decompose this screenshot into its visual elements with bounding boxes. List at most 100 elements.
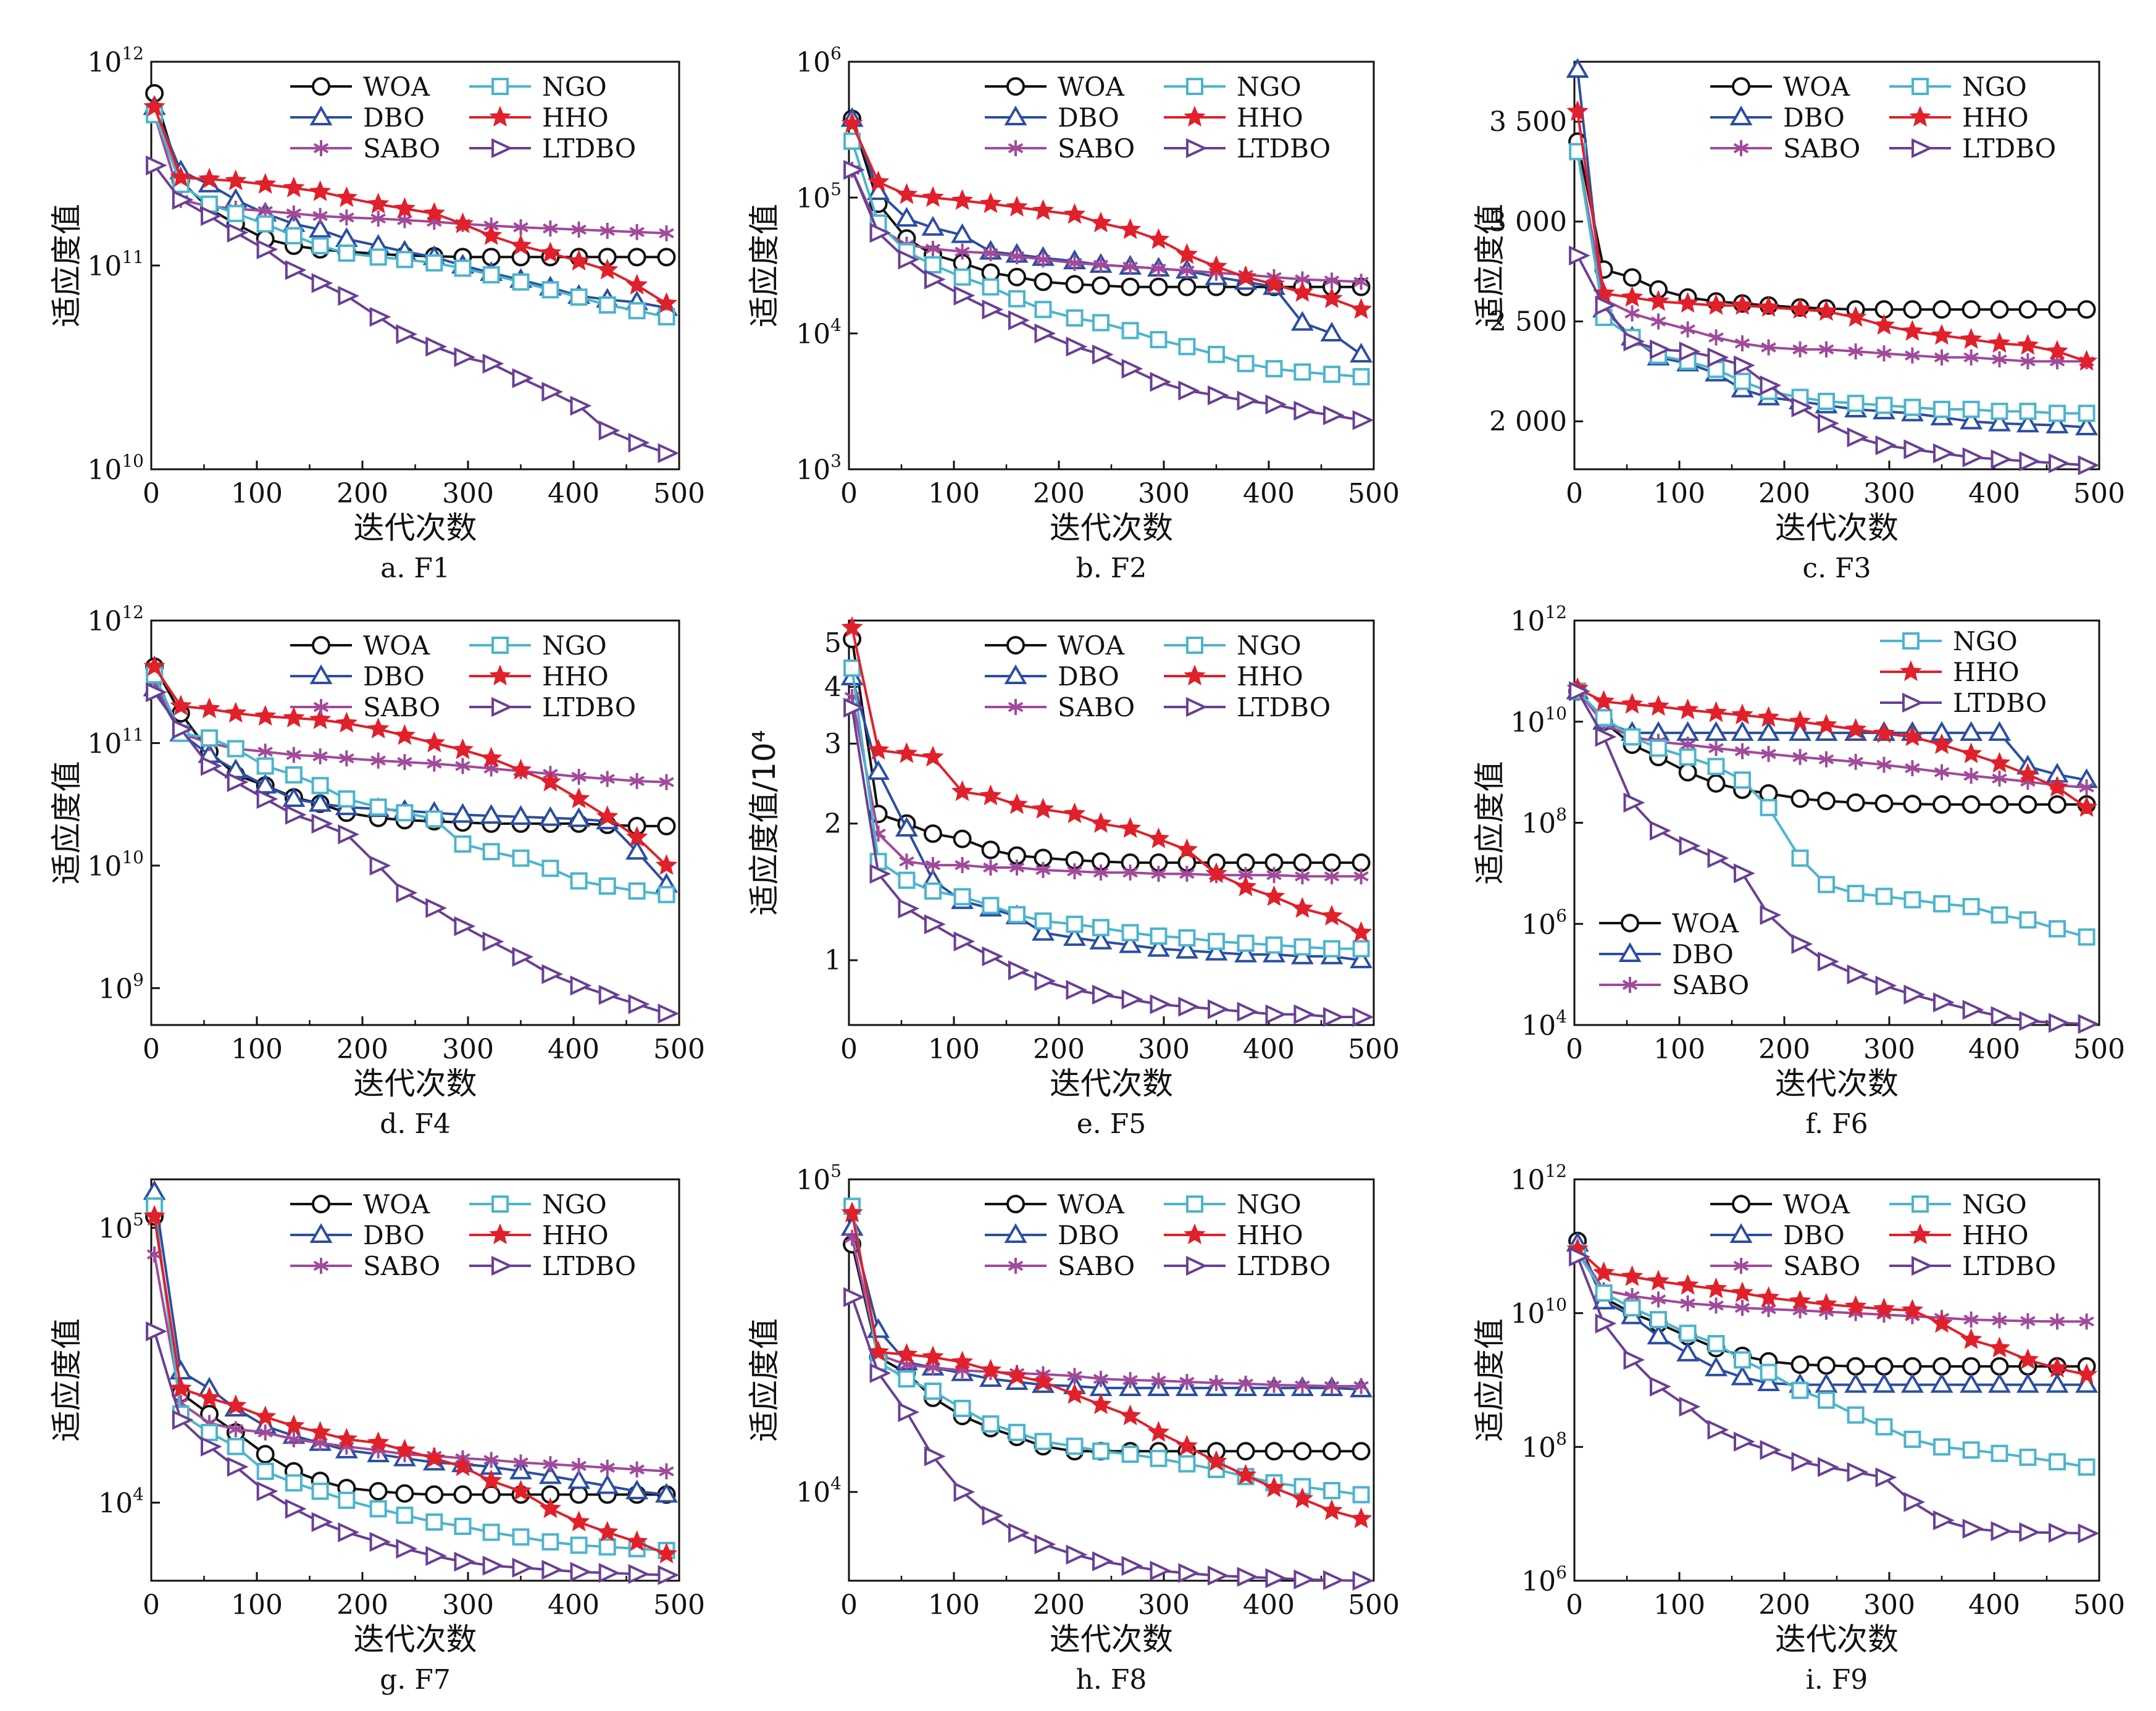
x-tick-label: 200: [336, 1034, 388, 1065]
series-ngo: [1569, 143, 2095, 422]
x-tick-label: 100: [231, 1034, 283, 1065]
marker: [312, 636, 330, 655]
marker: [625, 840, 649, 860]
legend-item-ngo: NGO: [469, 72, 607, 102]
marker: [1734, 372, 1751, 390]
marker: [571, 1458, 587, 1475]
marker: [629, 1461, 645, 1478]
marker: [335, 1428, 358, 1449]
marker: [143, 1180, 166, 1200]
marker: [1176, 243, 1198, 264]
marker: [659, 225, 674, 241]
marker: [425, 898, 448, 918]
marker: [143, 95, 165, 117]
marker: [311, 1483, 329, 1500]
marker: [1650, 821, 1671, 841]
x-tick-label: 500: [1348, 1589, 1400, 1621]
y-tick-label: 106: [1521, 1562, 1567, 1597]
y-tick-label: 3 500: [1489, 106, 1567, 138]
marker: [311, 813, 333, 834]
marker: [1147, 827, 1170, 848]
marker: [541, 1533, 559, 1551]
marker: [1205, 862, 1227, 884]
marker: [1791, 1452, 1813, 1472]
marker: [313, 1258, 329, 1274]
marker: [1731, 721, 1754, 741]
legend-item-ltdbo: LTDBO: [1164, 692, 1331, 722]
marker: [953, 888, 971, 906]
chart-panel-6: 0 100 200 300 400 500 104 106 108 1010 1012 迭代次数 适应度…: [1472, 602, 2125, 1140]
x-tick-label: 300: [442, 1034, 494, 1065]
marker: [1208, 999, 1229, 1019]
marker: [2016, 333, 2039, 355]
marker: [1092, 314, 1109, 332]
marker: [2046, 340, 2068, 361]
legend-item-dbo: DBO: [1599, 939, 1734, 969]
marker: [541, 281, 559, 299]
y-tick-label: 106: [796, 43, 842, 78]
marker: [1733, 140, 1749, 156]
marker: [427, 755, 442, 772]
legend-item-ngo: NGO: [1889, 1189, 2027, 1219]
legend-label: SABO: [1672, 970, 1749, 1000]
marker: [1990, 300, 2009, 319]
panel-caption: g. F7: [380, 1664, 451, 1696]
marker: [1234, 266, 1257, 287]
marker: [1903, 795, 1922, 814]
marker: [982, 1415, 1000, 1433]
series-hho: [841, 1201, 1373, 1528]
marker: [198, 1386, 220, 1408]
marker: [1208, 1374, 1224, 1391]
marker: [571, 221, 587, 238]
y-tick-label: 1010: [87, 847, 144, 882]
marker: [369, 1500, 387, 1518]
marker: [1933, 443, 1955, 464]
marker: [480, 1469, 503, 1491]
legend-item-hho: HHO: [1164, 1220, 1303, 1250]
marker: [921, 215, 945, 236]
marker: [1066, 1437, 1084, 1455]
marker: [1791, 397, 1813, 417]
marker: [1092, 984, 1114, 1005]
series-line: [1576, 151, 2087, 363]
legend-label: HHO: [1962, 1220, 2029, 1250]
marker: [1006, 793, 1028, 814]
panel-caption: e. F5: [1077, 1108, 1147, 1140]
marker: [1208, 346, 1225, 364]
marker: [513, 1454, 529, 1471]
marker: [1006, 636, 1025, 655]
marker: [898, 871, 916, 889]
panel-caption: i. F9: [1806, 1664, 1868, 1696]
marker: [1595, 295, 1617, 316]
chart-panel-9: 0 100 200 300 400 500 106 108 1010 1012 迭代次数 适应度值 i.…: [1472, 1161, 2125, 1696]
marker: [512, 1557, 534, 1578]
legend-label: HHO: [1953, 657, 2020, 687]
marker: [1679, 748, 1697, 766]
marker: [655, 1483, 678, 1503]
marker: [1792, 341, 1808, 358]
marker: [1875, 976, 1897, 996]
marker: [256, 1462, 274, 1480]
marker: [1178, 997, 1200, 1017]
marker: [454, 1517, 472, 1535]
series-ngo: [843, 659, 1370, 958]
legend-item-ngo: NGO: [469, 1189, 607, 1219]
marker: [538, 1464, 562, 1484]
y-tick-label: 1010: [87, 451, 144, 486]
legend-label: NGO: [542, 1189, 607, 1219]
marker: [1293, 400, 1316, 421]
marker: [1263, 885, 1285, 906]
marker: [309, 180, 332, 201]
marker: [1034, 301, 1052, 319]
marker: [569, 1485, 588, 1504]
x-tick-label: 300: [1138, 1589, 1190, 1621]
marker: [309, 664, 333, 684]
marker: [1708, 1297, 1724, 1314]
marker: [1988, 721, 2011, 741]
marker: [451, 803, 474, 823]
marker: [922, 745, 944, 767]
marker: [1705, 721, 1728, 741]
marker: [1847, 964, 1869, 985]
marker: [1008, 290, 1026, 307]
